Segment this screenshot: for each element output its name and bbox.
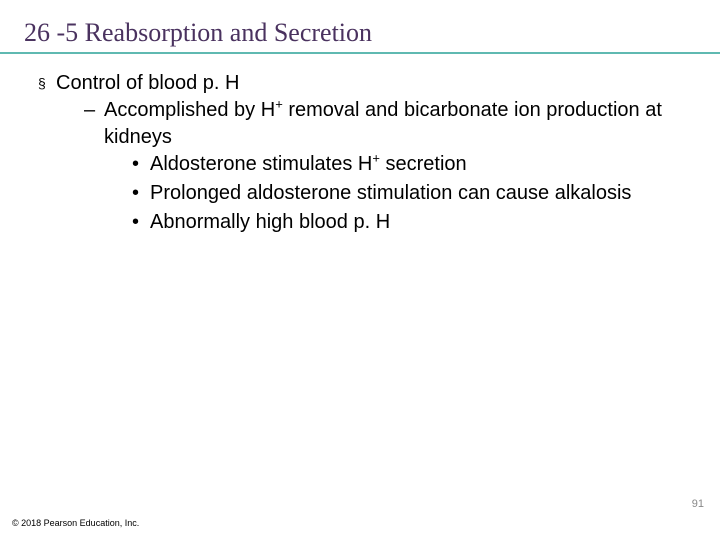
- slide: 26 -5 Reabsorption and Secretion § Contr…: [0, 0, 720, 540]
- bullet-list-lvl2: – Accomplished by H+ removal and bicarbo…: [56, 97, 696, 238]
- bullet-list-lvl3: • Aldosterone stimulates H+ secretion • …: [104, 151, 696, 236]
- bullet-glyph: §: [38, 70, 56, 240]
- bullet-glyph: •: [132, 209, 150, 236]
- item-text: Abnormally high blood p. H: [150, 209, 390, 236]
- item-text: Control of blood p. H: [56, 72, 239, 94]
- title-underline: [0, 52, 720, 54]
- item-text: Accomplished by H+ removal and bicarbona…: [104, 99, 662, 148]
- t: Accomplished by H: [104, 99, 275, 121]
- t: secretion: [380, 153, 467, 175]
- list-item: • Abnormally high blood p. H: [132, 209, 696, 236]
- copyright-text: © 2018 Pearson Education, Inc.: [12, 518, 139, 528]
- slide-title: 26 -5 Reabsorption and Secretion: [24, 18, 696, 48]
- list-item: § Control of blood p. H – Accomplished b…: [38, 70, 696, 240]
- t: Aldosterone stimulates H: [150, 153, 372, 175]
- superscript: +: [275, 96, 283, 111]
- item-text: Aldosterone stimulates H+ secretion: [150, 151, 467, 178]
- bullet-glyph: •: [132, 151, 150, 178]
- item-body: Accomplished by H+ removal and bicarbona…: [104, 97, 696, 238]
- superscript: +: [372, 150, 380, 165]
- content-area: § Control of blood p. H – Accomplished b…: [24, 70, 696, 240]
- list-item: • Aldosterone stimulates H+ secretion: [132, 151, 696, 178]
- list-item: – Accomplished by H+ removal and bicarbo…: [84, 97, 696, 238]
- bullet-list-lvl1: § Control of blood p. H – Accomplished b…: [38, 70, 696, 240]
- item-text: Prolonged aldosterone stimulation can ca…: [150, 180, 631, 207]
- list-item: • Prolonged aldosterone stimulation can …: [132, 180, 696, 207]
- item-body: Control of blood p. H – Accomplished by …: [56, 70, 696, 240]
- bullet-glyph: •: [132, 180, 150, 207]
- bullet-glyph: –: [84, 97, 104, 238]
- page-number: 91: [692, 498, 704, 510]
